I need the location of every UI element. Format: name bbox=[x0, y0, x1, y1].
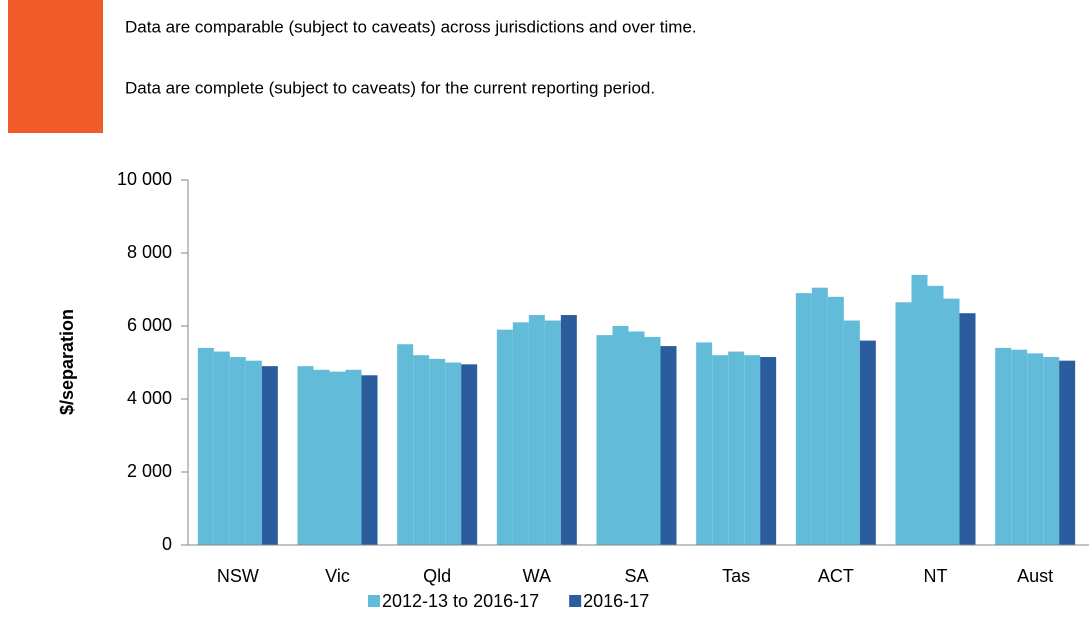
bar bbox=[1059, 360, 1076, 545]
bar bbox=[696, 342, 713, 545]
bar bbox=[560, 315, 577, 545]
bar bbox=[528, 315, 545, 545]
bar bbox=[859, 340, 876, 545]
x-tick-label: ACT bbox=[818, 566, 854, 586]
bar bbox=[397, 344, 414, 545]
bar bbox=[1043, 357, 1060, 545]
x-tick-label: Vic bbox=[325, 566, 350, 586]
bar bbox=[811, 287, 828, 545]
bar bbox=[927, 285, 944, 545]
bar bbox=[712, 355, 729, 545]
bar bbox=[361, 375, 378, 545]
bar bbox=[329, 371, 346, 545]
bar bbox=[445, 362, 462, 545]
y-tick-label: 10 000 bbox=[117, 169, 172, 189]
y-tick-label: 8 000 bbox=[127, 242, 172, 262]
bar bbox=[728, 351, 745, 545]
bar bbox=[596, 335, 613, 545]
bar bbox=[911, 274, 928, 545]
bar bbox=[229, 357, 246, 545]
bar bbox=[644, 336, 661, 545]
bar bbox=[744, 355, 761, 545]
bar bbox=[245, 360, 262, 545]
y-tick-label: 2 000 bbox=[127, 461, 172, 481]
bar bbox=[413, 355, 430, 545]
bar bbox=[995, 347, 1012, 545]
legend-swatch bbox=[368, 595, 380, 607]
bar bbox=[628, 331, 645, 545]
bar bbox=[313, 369, 330, 545]
note: Data are complete (subject to caveats) f… bbox=[125, 78, 655, 97]
status-icon bbox=[8, 0, 103, 133]
bar bbox=[795, 293, 812, 545]
x-tick-label: Qld bbox=[423, 566, 451, 586]
bar bbox=[1011, 349, 1028, 545]
legend-label: 2012-13 to 2016-17 bbox=[382, 591, 539, 611]
bar bbox=[544, 320, 561, 545]
note: Data are comparable (subject to caveats)… bbox=[125, 17, 697, 36]
bar bbox=[895, 302, 912, 545]
bar bbox=[297, 366, 314, 545]
bar bbox=[197, 347, 214, 545]
x-tick-label: NSW bbox=[217, 566, 259, 586]
y-tick-label: 4 000 bbox=[127, 388, 172, 408]
x-tick-label: NT bbox=[924, 566, 948, 586]
bar bbox=[345, 369, 362, 545]
x-tick-label: WA bbox=[523, 566, 551, 586]
bar bbox=[429, 358, 446, 545]
bar bbox=[843, 320, 860, 545]
bar bbox=[760, 357, 777, 545]
legend-label: 2016-17 bbox=[583, 591, 649, 611]
y-tick-label: 0 bbox=[162, 534, 172, 554]
bar bbox=[1027, 353, 1044, 545]
bar bbox=[512, 322, 529, 545]
x-tick-label: SA bbox=[624, 566, 648, 586]
x-tick-label: Tas bbox=[722, 566, 750, 586]
bar bbox=[943, 298, 960, 545]
bar bbox=[496, 329, 513, 545]
bar bbox=[959, 313, 976, 545]
bar bbox=[213, 351, 230, 545]
x-tick-label: Aust bbox=[1017, 566, 1053, 586]
y-axis-label: $/separation bbox=[57, 309, 77, 415]
bar bbox=[261, 366, 278, 545]
bar bbox=[660, 346, 677, 545]
bar bbox=[612, 326, 629, 545]
y-tick-label: 6 000 bbox=[127, 315, 172, 335]
bar bbox=[461, 364, 478, 545]
legend-swatch bbox=[569, 595, 582, 607]
bar bbox=[827, 296, 844, 545]
